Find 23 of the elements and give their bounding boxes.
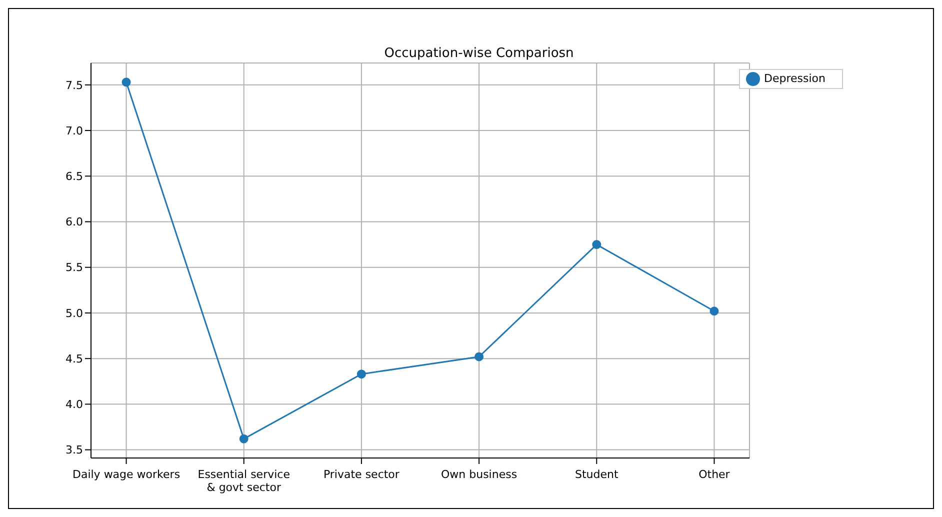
- point: [356, 370, 366, 379]
- y-tick-label: 6.0: [66, 216, 83, 229]
- y-tick-label: 3.5: [66, 444, 83, 457]
- point: [592, 240, 602, 250]
- point: [122, 78, 131, 87]
- x-tick-label: Own business: [441, 468, 518, 481]
- point: [710, 306, 719, 316]
- x-tick-label: Daily wage workers: [72, 468, 180, 481]
- chart-title: Occupation-wise Compariosn: [384, 46, 574, 61]
- x-tick-label: Private sector: [323, 468, 400, 481]
- x-tick-label: Other: [698, 468, 730, 481]
- x-tick-label: Student: [574, 468, 619, 481]
- y-tick-label: 4.0: [66, 398, 83, 412]
- y-tick-label: 6.5: [66, 170, 83, 184]
- y-tick-label: 5.5: [66, 261, 83, 274]
- y-tick-label: 7.5: [66, 78, 83, 92]
- y-tick-label: 7.0: [66, 124, 83, 138]
- y-tick-label: 4.5: [66, 352, 83, 366]
- point: [239, 434, 248, 444]
- y-tick-label: 5.0: [66, 306, 83, 320]
- point: [474, 352, 484, 362]
- x-tick-label: Essential service & govt sector: [198, 468, 290, 494]
- legend-label: Depression: [764, 72, 826, 86]
